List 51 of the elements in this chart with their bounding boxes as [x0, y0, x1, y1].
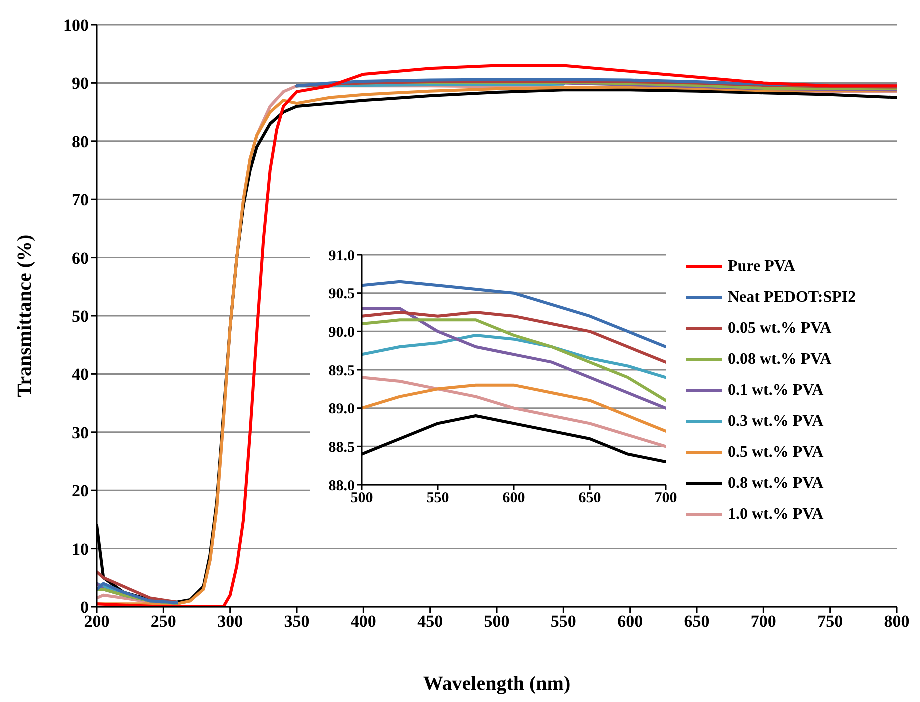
y-tick-label: 70: [72, 190, 89, 210]
legend-label: 0.3 wt.% PVA: [728, 412, 824, 430]
line-series: [362, 384, 666, 433]
legend-label: 0.1 wt.% PVA: [728, 382, 824, 400]
line-series: [362, 311, 666, 364]
y-axis-title: Transmittance (%): [14, 234, 36, 398]
y-tick-label: 90: [72, 74, 89, 94]
y-tick-label: 40: [72, 365, 89, 384]
y-tick-label: 60: [72, 248, 89, 268]
x-tick-label: 450: [418, 612, 444, 632]
y-tick-label: 80: [72, 132, 89, 152]
x-tick-label: 550: [550, 612, 576, 632]
x-tick-label: 800: [884, 612, 910, 632]
x-tick-label: 650: [684, 612, 710, 632]
x-tick-label: 300: [218, 612, 244, 632]
y-tick-label: 90.5: [328, 286, 355, 303]
x-tick-label: 500: [484, 612, 510, 632]
x-tick-label: 550: [426, 490, 450, 507]
x-tick-label: 350: [284, 612, 310, 632]
y-tick-label: 10: [72, 540, 89, 559]
y-tick-label: 20: [72, 482, 89, 501]
y-tick-label: 50: [72, 307, 89, 326]
legend-label: 0.05 wt.% PVA: [728, 320, 832, 338]
y-tick-label: 89.5: [328, 363, 355, 380]
line-series: [362, 280, 666, 348]
legend-label: 0.5 wt.% PVA: [728, 444, 824, 462]
legend-label: 0.08 wt.% PVA: [728, 350, 832, 368]
x-tick-label: 650: [578, 490, 602, 507]
legend-label: Neat PEDOT:SPI2: [728, 288, 856, 306]
x-tick-label: 200: [84, 612, 110, 632]
x-tick-label: 750: [818, 612, 844, 632]
y-tick-label: 89.0: [328, 402, 355, 418]
y-tick-label: 90.0: [328, 324, 355, 341]
y-tick-label: 91.0: [328, 248, 355, 264]
x-tick-label: 700: [750, 612, 776, 632]
x-tick-label: 400: [350, 612, 376, 632]
line-series: [362, 318, 666, 402]
legend-label: 0.8 wt.% PVA: [728, 474, 824, 492]
line-series: [362, 307, 666, 410]
x-axis-title: Wavelength (nm): [423, 673, 571, 695]
x-tick-label: 500: [350, 490, 374, 507]
x-tick-label: 700: [654, 490, 678, 507]
legend-label: Pure PVA: [728, 258, 796, 276]
x-tick-label: 250: [150, 612, 176, 632]
y-tick-label: 100: [64, 16, 89, 36]
y-tick-label: 88.5: [328, 440, 355, 456]
y-tick-label: 30: [72, 423, 89, 442]
line-series: [362, 376, 666, 448]
legend-label: 1.0 wt.% PVA: [728, 506, 824, 524]
x-tick-label: 600: [618, 612, 644, 632]
x-tick-label: 600: [502, 490, 526, 507]
